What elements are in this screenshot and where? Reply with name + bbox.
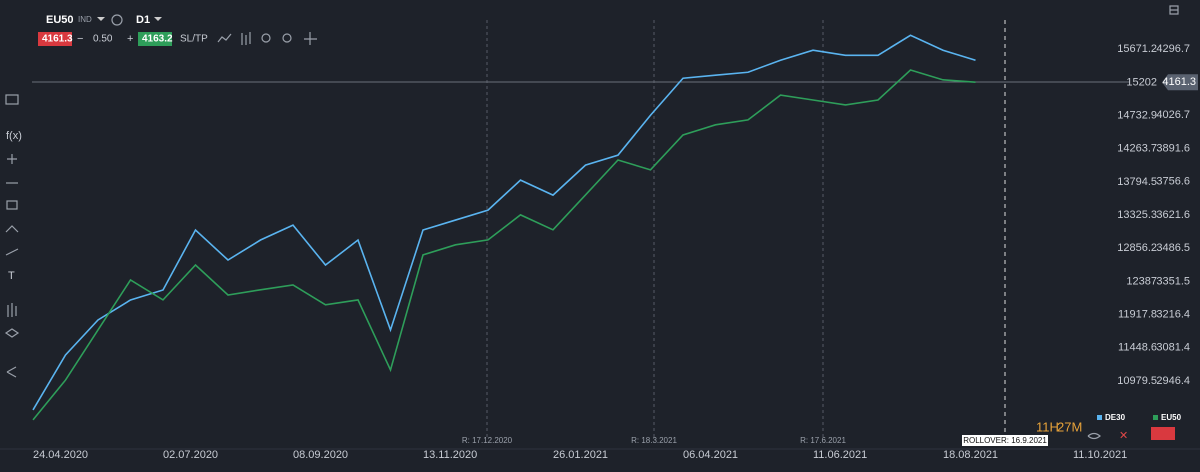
tool-indicators[interactable] [7,303,17,317]
countdown-hours: 11H [1036,419,1059,434]
y2-tick-label: 3081.4 [1156,342,1190,354]
y-tick-label: 10979.5 [1117,375,1157,387]
minus[interactable]: − [77,33,83,45]
tool-rect[interactable] [6,200,18,210]
eye-icon[interactable] [1087,432,1101,440]
y-tick-label: 13325.3 [1117,209,1157,221]
rollover-label: R: 18.3.2021 [631,436,677,445]
y2-tick-label: 3216.4 [1156,308,1190,320]
x-tick-label: 26.01.2021 [553,449,608,461]
bid-price[interactable]: 4161.3 [42,34,73,45]
interval[interactable]: D1 [136,14,150,26]
x-tick-label: 11.06.2021 [813,449,867,461]
rollover-label: R: 17.12.2020 [462,436,513,445]
y-tick-label: 14263.7 [1117,143,1157,155]
dropdown-arrow[interactable] [97,17,105,21]
y2-tick-label: 4296.7 [1156,43,1190,55]
y2-tick-label: 3351.5 [1156,275,1190,287]
symbol[interactable]: EU50 [46,14,74,26]
y2-tick-label: 2946.4 [1156,375,1190,387]
tool-share[interactable] [6,366,17,378]
legend-label: DE30 [1105,413,1126,422]
window-button[interactable] [1169,5,1179,15]
x-tick-label: 18.08.2021 [943,449,998,461]
tool-layers[interactable] [4,328,20,338]
x-tick-label: 11.10.2021 [1073,449,1127,461]
last-price-label: 4161.3 [1162,76,1196,88]
y2-tick-label: 3756.6 [1156,176,1190,188]
info-icon[interactable] [111,14,123,26]
x-tick-label: 08.09.2020 [293,449,348,461]
y-tick-label: 14732.9 [1117,109,1157,121]
plus[interactable]: + [127,33,133,45]
sltp-button[interactable]: SL/TP [180,34,208,45]
y-tick-label: 12856.2 [1117,242,1157,254]
rollover-label: ROLLOVER: 16.9.2021 [963,436,1047,445]
legend-swatch [1153,415,1158,420]
y2-tick-label: 3486.5 [1156,242,1190,254]
zoom-out[interactable] [261,33,271,43]
rollover-badge [962,435,1048,446]
last-price-box [1162,74,1198,91]
x-tick-label: 06.04.2021 [683,449,738,461]
rollover-label: R: 17.6.2021 [800,436,846,445]
dropdown-arrow[interactable] [154,17,162,21]
ask-price[interactable]: 4163.2 [142,34,173,45]
y-tick-label: 15202 [1126,76,1157,88]
y2-tick-label: 3621.6 [1156,209,1190,221]
y-tick-label: 15671.2 [1117,43,1157,55]
tool-fib[interactable] [5,225,19,256]
sell-button[interactable] [38,32,72,46]
remove-button[interactable] [1151,427,1175,440]
zoom-in[interactable] [282,33,292,43]
crosshair[interactable] [304,32,317,45]
y-tick-label: 11448.6 [1118,342,1157,354]
x-tick-label: 13.11.2020 [423,449,477,461]
y2-tick-label: 3891.6 [1156,142,1190,154]
tool-text[interactable]: T [8,270,15,282]
y-tick-label: 11917.8 [1118,309,1157,321]
buy-button[interactable] [138,32,172,46]
countdown-minutes: 27M [1057,419,1082,434]
y2-tick-label: 4026.7 [1156,109,1190,121]
series-line [32,69,976,421]
legend-swatch [1097,415,1102,420]
tool-fx[interactable]: f(x) [6,130,22,142]
symbol-type: IND [78,15,92,24]
legend-label: EU50 [1161,413,1182,422]
candle-tool[interactable] [241,32,251,45]
spread: 0.50 [93,34,113,45]
x-tick-label: 24.04.2020 [33,449,88,461]
y-tick-label: 13794.5 [1117,176,1157,188]
line-tool[interactable] [217,33,232,43]
tool-screen[interactable] [5,94,19,105]
close-icon[interactable]: ✕ [1119,430,1128,442]
y-tick-label: 12387 [1126,275,1157,287]
x-tick-label: 02.07.2020 [163,449,218,461]
series-line [32,34,976,411]
tool-cross[interactable] [7,154,17,164]
